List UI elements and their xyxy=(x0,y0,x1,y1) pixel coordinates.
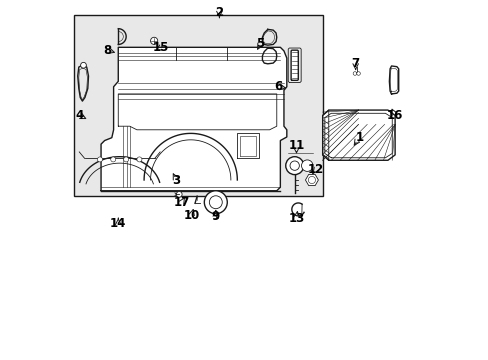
Text: 13: 13 xyxy=(288,212,304,225)
Text: 4: 4 xyxy=(75,109,83,122)
Circle shape xyxy=(176,192,182,197)
Circle shape xyxy=(110,157,116,162)
Text: 1: 1 xyxy=(354,131,363,144)
Circle shape xyxy=(289,161,299,170)
Circle shape xyxy=(81,62,86,68)
Text: 11: 11 xyxy=(288,139,304,152)
Text: 7: 7 xyxy=(351,57,359,70)
Text: 17: 17 xyxy=(173,196,189,209)
Circle shape xyxy=(356,72,360,75)
Circle shape xyxy=(97,157,102,162)
Text: 5: 5 xyxy=(256,37,264,50)
Text: 14: 14 xyxy=(110,217,126,230)
Polygon shape xyxy=(322,110,394,160)
Text: 6: 6 xyxy=(274,80,282,93)
Text: 8: 8 xyxy=(103,44,111,57)
Circle shape xyxy=(209,196,222,209)
Circle shape xyxy=(352,72,356,75)
Polygon shape xyxy=(101,47,286,191)
Circle shape xyxy=(150,37,158,44)
Circle shape xyxy=(285,157,303,175)
Text: 15: 15 xyxy=(153,41,169,54)
Circle shape xyxy=(301,160,312,171)
Text: 12: 12 xyxy=(307,163,324,176)
Bar xyxy=(74,15,323,196)
Text: 2: 2 xyxy=(215,6,223,19)
Circle shape xyxy=(123,157,128,162)
Circle shape xyxy=(137,157,142,162)
Text: 3: 3 xyxy=(172,174,180,186)
Text: 9: 9 xyxy=(211,210,220,223)
Text: 16: 16 xyxy=(386,109,403,122)
Circle shape xyxy=(204,191,227,214)
Circle shape xyxy=(308,176,315,184)
Text: 10: 10 xyxy=(183,210,199,222)
Polygon shape xyxy=(290,50,298,80)
